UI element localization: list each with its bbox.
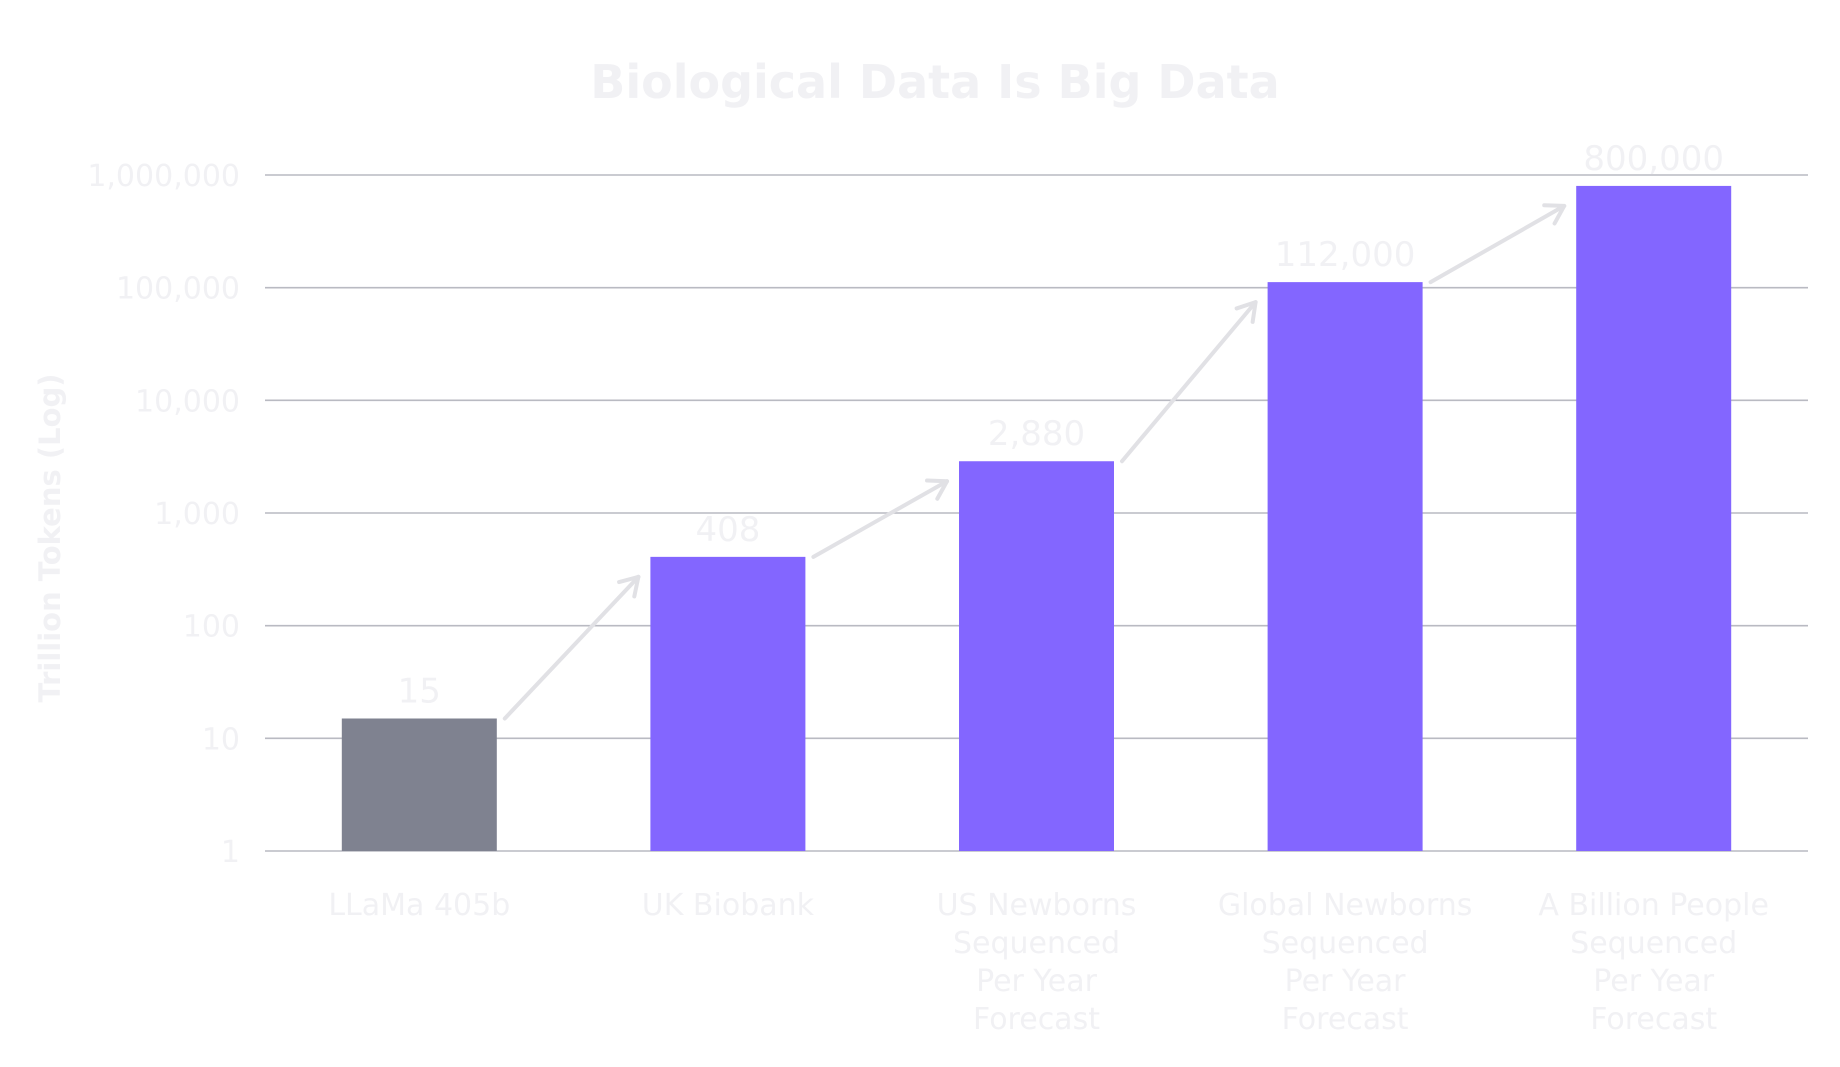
bars: [341, 185, 1732, 852]
x-tick-label: LLaMa 405b: [328, 888, 510, 923]
x-tick-label-line: Forecast: [1590, 1002, 1717, 1037]
trend-arrow: [1120, 300, 1258, 464]
x-tick-label-line: A Billion People: [1538, 888, 1769, 923]
x-tick-label: Global Newborns Sequenced Per Year Forecast: [1218, 888, 1473, 1037]
y-tick-label: 1,000: [154, 497, 240, 532]
bar: [1576, 185, 1732, 852]
trend-arrow: [1428, 203, 1567, 285]
y-tick-label: 1: [221, 835, 240, 870]
value-label: 112,000: [1275, 235, 1416, 275]
x-tick-label-line: Sequenced: [953, 926, 1120, 961]
bar: [341, 718, 497, 851]
y-tick-label: 100: [183, 610, 240, 645]
y-axis-label: Trillion Tokens (Log): [33, 373, 67, 702]
value-label: 408: [695, 510, 760, 550]
x-tick-label-line: LLaMa 405b: [328, 888, 510, 923]
y-tick-label: 1,000,000: [87, 159, 240, 194]
y-tick-label: 10,000: [135, 384, 240, 419]
x-tick-label-line: UK Biobank: [642, 888, 815, 923]
x-tick-label: US Newborns Sequenced Per Year Forecast: [937, 888, 1137, 1037]
x-tick-label-line: Global Newborns: [1218, 888, 1473, 923]
x-tick-label-line: Per Year: [1285, 964, 1407, 999]
x-tick-label-line: Forecast: [1282, 1002, 1409, 1037]
chart-title: Biological Data Is Big Data: [590, 55, 1279, 109]
x-tick-label-line: US Newborns: [937, 888, 1137, 923]
value-label: 2,880: [988, 414, 1085, 454]
bar: [1267, 282, 1423, 851]
trend-arrow: [811, 478, 949, 559]
value-label: 15: [398, 671, 441, 711]
x-tick-label: UK Biobank: [642, 888, 815, 923]
trend-arrows: [502, 203, 1567, 721]
x-tick-label-line: Sequenced: [1262, 926, 1429, 961]
x-tick-label-line: Forecast: [973, 1002, 1100, 1037]
y-tick-labels: 1,000,000 100,000 10,000 1,000 100 10 1: [87, 159, 240, 870]
y-tick-label: 100,000: [116, 272, 240, 307]
x-tick-label: A Billion People Sequenced Per Year Forecas…: [1538, 888, 1769, 1037]
y-tick-label: 10: [202, 722, 240, 757]
trend-arrow: [502, 574, 641, 721]
x-tick-label-line: Per Year: [976, 964, 1098, 999]
bar: [959, 461, 1114, 851]
x-tick-label-line: Sequenced: [1570, 926, 1737, 961]
x-tick-label-line: Per Year: [1593, 964, 1715, 999]
value-label: 800,000: [1583, 139, 1724, 179]
value-labels: 15 408 2,880 112,000 800,000: [398, 139, 1724, 712]
x-tick-labels: LLaMa 405b UK Biobank US Newborns Sequenced…: [328, 888, 1769, 1037]
bar: [650, 556, 806, 851]
